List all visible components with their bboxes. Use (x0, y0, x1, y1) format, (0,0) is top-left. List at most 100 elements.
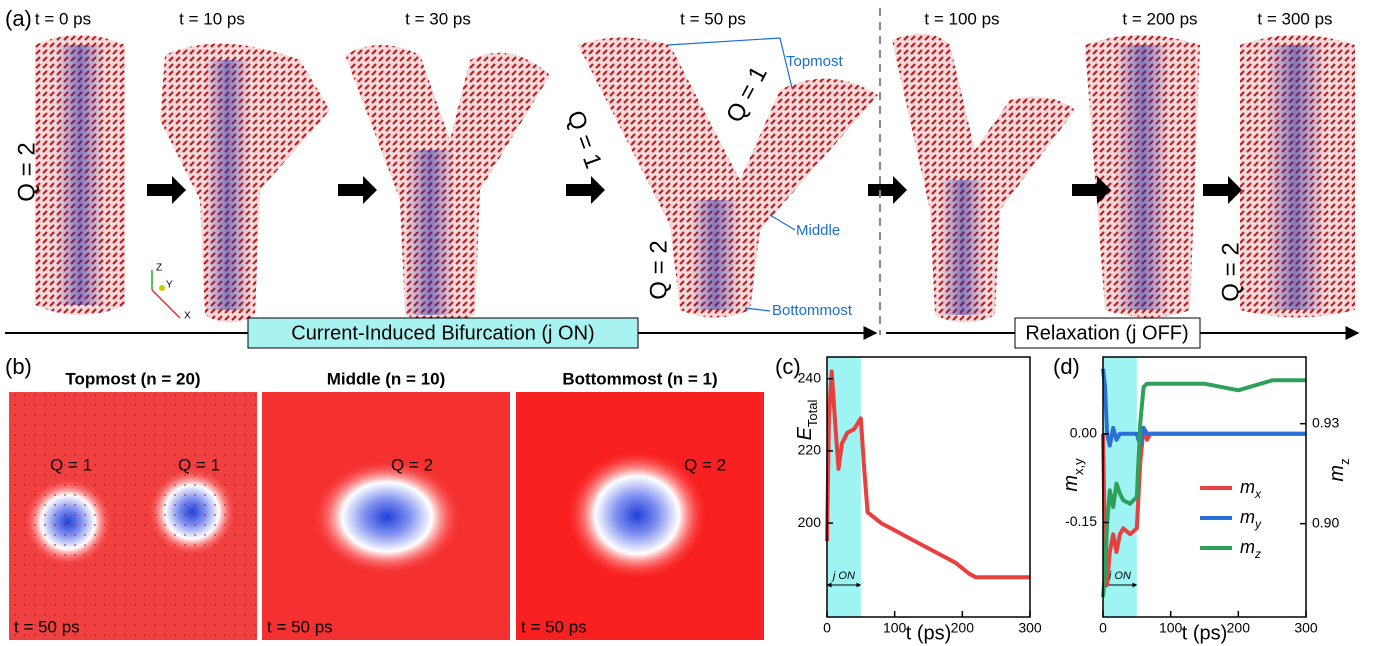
tube-core (1265, 45, 1325, 310)
tube-core (205, 60, 250, 310)
x-tick-label: 100 (1159, 620, 1183, 636)
triad-label: X (184, 311, 191, 322)
x-tick-label: 100 (883, 620, 907, 636)
callout-line (769, 214, 796, 231)
arrow (868, 176, 907, 204)
tube-core (1115, 45, 1170, 310)
map-title: Middle (n = 10) (327, 369, 446, 388)
map-title: Bottommost (n = 1) (562, 369, 717, 388)
data-line (825, 369, 1030, 580)
legend-sub: y (1254, 517, 1262, 531)
arrow (147, 176, 186, 204)
time-label: t = 300 ps (1257, 9, 1332, 28)
tube-core (690, 200, 740, 310)
y2-tick-label: 0.90 (1312, 514, 1339, 530)
q-label: Q = 2 (1217, 242, 1244, 301)
callout-line (744, 307, 771, 312)
time-label: t = 50 ps (680, 9, 746, 28)
tube-core (405, 150, 455, 315)
q-label: Q = 1 (561, 107, 607, 172)
y-tick-label: 200 (798, 514, 822, 530)
shade-label: j ON (1107, 570, 1131, 582)
label-main: m (1326, 465, 1348, 482)
skyrmion (567, 450, 707, 580)
q-label: Q = 2 (391, 455, 433, 474)
legend-main: m (1240, 477, 1255, 497)
heatmap: Bottommost (n = 1) Q = 2 t = 50 ps (516, 369, 764, 640)
arrow (1203, 176, 1242, 204)
phase-label: Current-Induced Bifurcation (j ON) (291, 322, 594, 344)
q-label: Q = 2 (684, 455, 726, 474)
axis-label: ETotal (794, 399, 820, 440)
plot-frame (826, 356, 1031, 618)
panel-label: (b) (5, 354, 32, 379)
tube (892, 33, 1075, 323)
x-tick-label: 200 (1227, 620, 1251, 636)
q-label: Q = 1 (178, 455, 220, 474)
phase-label: Relaxation (j OFF) (1025, 322, 1188, 344)
panel-label: (a) (5, 6, 32, 31)
panel-label: (c) (775, 354, 801, 379)
arrow (1072, 176, 1111, 204)
data-line (1101, 368, 1306, 448)
tubes (35, 33, 1355, 323)
map-title: Topmost (n = 20) (65, 369, 200, 388)
callout: Middle (796, 222, 840, 239)
triad-label: Z (156, 263, 162, 274)
q-label: Q = 1 (721, 62, 773, 127)
panel-label: (d) (1053, 354, 1080, 379)
plot-frame (1102, 356, 1307, 618)
step-arrows (147, 176, 1242, 204)
time-label: t = 50 ps (521, 617, 587, 636)
axis-triad: Z Y X (151, 263, 191, 322)
legend-label: mz (1240, 537, 1261, 561)
heatmap: Topmost (n = 20) Q = 1 Q = 1 t = 50 ps (9, 369, 257, 640)
phase-box (1014, 317, 1201, 349)
tube-core (55, 45, 105, 305)
phase-box (247, 317, 639, 349)
label-sub: x,y (1071, 458, 1086, 475)
triad-axis (151, 289, 181, 319)
legend-label: my (1240, 507, 1262, 531)
triad-label: Y (166, 280, 173, 291)
label-sub: z (1337, 458, 1352, 465)
label-main: E (794, 426, 816, 440)
heatmap: Middle (n = 10) Q = 2 t = 50 ps (262, 369, 510, 640)
legend-main: m (1240, 537, 1255, 557)
y-tick-label: -0.15 (1065, 513, 1097, 529)
legend-main: m (1240, 507, 1255, 527)
callout-line (667, 37, 793, 89)
time-label: t = 10 ps (179, 9, 245, 28)
q-label: Q = 1 (50, 455, 92, 474)
time-label: t = 100 ps (924, 9, 999, 28)
x-tick-label: 300 (1018, 620, 1042, 636)
y-tick-label: 240 (798, 369, 822, 385)
x-tick-label: 200 (951, 620, 975, 636)
legend-sub: x (1254, 487, 1262, 501)
label-sub: Total (805, 399, 820, 427)
y-tick-label: 220 (798, 442, 822, 458)
y-tick-label: 0.00 (1070, 425, 1097, 441)
y2-tick-label: 0.93 (1312, 414, 1339, 430)
x-axis-label: t (ps) (1182, 622, 1228, 644)
time-label: t = 200 ps (1122, 9, 1197, 28)
callout-lines (667, 37, 796, 312)
arrow (338, 176, 377, 204)
axis-label: mx,y (1060, 458, 1086, 492)
shade-label: j ON (831, 570, 855, 582)
x-tick-label: 0 (823, 620, 831, 636)
label-main: m (1060, 475, 1082, 492)
q-label: Q = 2 (13, 142, 40, 201)
data-line (1101, 378, 1306, 598)
triad-axis (159, 285, 165, 291)
time-label: t = 50 ps (267, 617, 333, 636)
time-label: t = 30 ps (405, 9, 471, 28)
skyrmion (312, 459, 462, 575)
x-tick-label: 0 (1099, 620, 1107, 636)
time-label: t = 50 ps (14, 617, 80, 636)
q-label: Q = 2 (645, 240, 672, 299)
legend-label: mx (1240, 477, 1262, 501)
axis-label: mz (1326, 458, 1352, 481)
x-axis-label: t (ps) (906, 622, 952, 644)
